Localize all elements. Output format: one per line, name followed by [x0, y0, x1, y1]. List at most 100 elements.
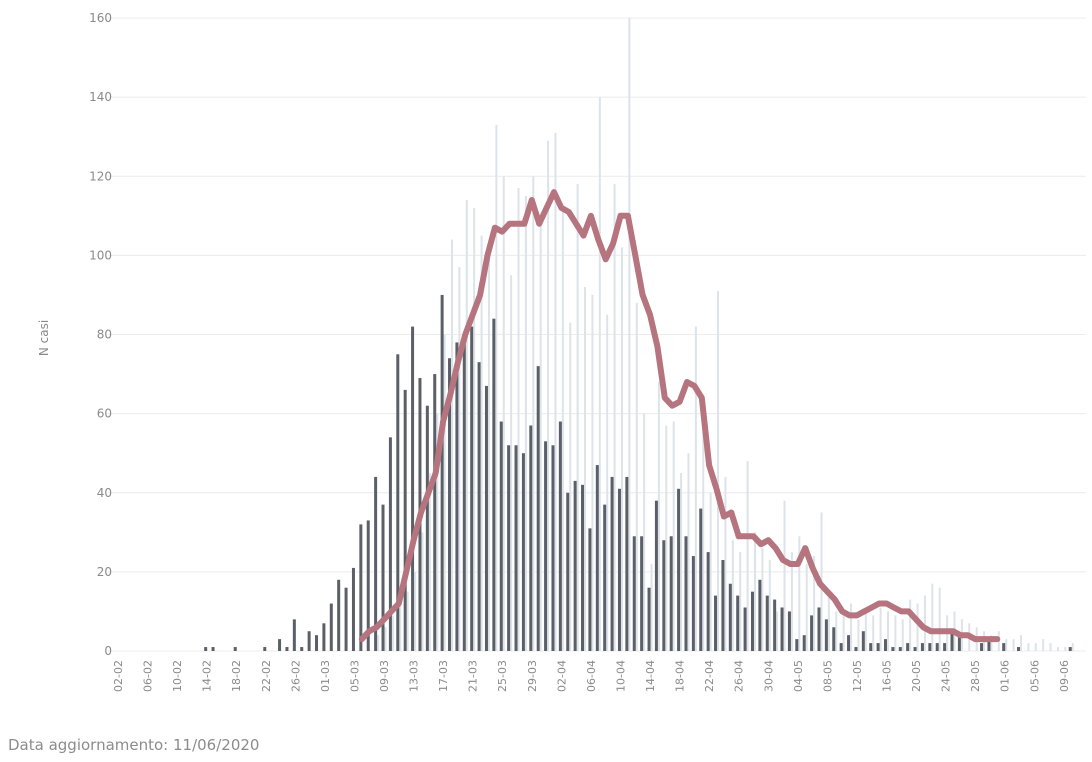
light-bar	[1034, 643, 1037, 651]
light-bar	[510, 275, 513, 651]
dark-bar	[529, 425, 533, 651]
x-tick-label: 22-02	[260, 660, 273, 692]
dark-bar	[943, 643, 947, 651]
light-bar	[428, 472, 431, 651]
dark-bar	[980, 643, 984, 651]
dark-bar	[366, 520, 370, 651]
light-bar	[879, 607, 882, 651]
light-bar	[805, 563, 808, 651]
light-bar	[657, 381, 660, 651]
light-bar	[702, 421, 705, 651]
x-tick-label: 05-03	[348, 660, 361, 692]
dark-bar	[891, 647, 895, 651]
dark-bar	[839, 643, 843, 651]
dark-bar	[861, 631, 865, 651]
light-bar	[746, 461, 749, 651]
dark-bar	[433, 374, 437, 651]
dark-bar	[300, 647, 304, 651]
cases-chart: 0 20 40 60 80 100 120 140 160 N casi 02-02 06-02 1…	[37, 11, 1086, 692]
dark-bar	[544, 441, 548, 651]
light-bar	[813, 556, 816, 651]
light-bar	[909, 599, 912, 651]
dark-bar	[581, 484, 585, 651]
x-tick-label: 14-02	[201, 660, 214, 692]
dark-bar	[344, 587, 348, 651]
x-tick-label: 18-04	[674, 660, 687, 692]
x-tick-label: 01-03	[319, 660, 332, 692]
light-bar	[1012, 639, 1015, 651]
dark-bar	[448, 358, 452, 651]
light-bar	[458, 267, 461, 651]
light-bar	[1019, 635, 1022, 651]
dark-bar	[913, 647, 917, 651]
light-bar	[709, 492, 712, 651]
light-bar	[584, 287, 587, 651]
light-bar	[406, 591, 409, 651]
dark-bar	[950, 631, 954, 651]
light-bar	[1071, 643, 1074, 651]
dark-bar	[278, 639, 282, 651]
dark-bar	[758, 579, 762, 651]
y-tick-label: 60	[97, 407, 112, 421]
light-bar	[886, 611, 889, 651]
dark-bar	[898, 647, 902, 651]
x-tick-label: 12-05	[851, 660, 864, 692]
light-bar	[857, 619, 860, 651]
dark-bar	[773, 599, 777, 651]
light-bar	[451, 239, 454, 652]
x-tick-label: 04-05	[792, 660, 805, 692]
light-bar	[672, 421, 675, 651]
y-axis-ticks: 0 20 40 60 80 100 120 140 160	[89, 11, 112, 658]
dark-bar	[411, 326, 415, 651]
y-tick-label: 20	[97, 565, 112, 579]
dark-bar	[632, 536, 636, 651]
dark-bar	[847, 635, 851, 651]
light-bar	[591, 294, 594, 651]
dark-bar	[359, 524, 363, 651]
light-bar	[842, 615, 845, 651]
dark-bar	[573, 480, 577, 651]
dark-bar	[462, 334, 466, 651]
light-bar	[643, 413, 646, 651]
y-tick-label: 80	[97, 328, 112, 342]
dark-bar	[455, 342, 459, 651]
light-bar	[620, 247, 623, 651]
light-bar	[724, 476, 727, 651]
x-tick-label: 09-06	[1058, 660, 1071, 692]
light-bar	[650, 563, 653, 651]
dark-bar	[854, 647, 858, 651]
light-bar	[753, 532, 756, 651]
dark-bar	[514, 445, 518, 651]
y-tick-label: 120	[89, 169, 112, 183]
light-bar	[473, 207, 476, 651]
x-tick-label: 14-04	[644, 660, 657, 692]
dark-bar	[832, 627, 836, 651]
light-bar	[1042, 639, 1045, 651]
light-bar-series	[377, 18, 1074, 652]
dark-bar	[603, 504, 607, 651]
x-tick-label: 10-02	[171, 660, 184, 692]
light-bar	[835, 611, 838, 651]
dark-bar	[699, 508, 703, 651]
light-bar	[798, 536, 801, 651]
light-bar	[1005, 639, 1008, 651]
dark-bar	[374, 476, 378, 651]
dark-bar	[920, 643, 924, 651]
x-tick-label: 13-03	[408, 660, 421, 692]
light-bar	[938, 587, 941, 651]
dark-bar	[824, 619, 828, 651]
dark-bar	[684, 536, 688, 651]
dark-bar	[795, 639, 799, 651]
dark-bar	[566, 492, 570, 651]
light-bar	[421, 532, 424, 651]
light-bar	[717, 290, 720, 651]
x-tick-label: 29-03	[526, 660, 539, 692]
dark-bar	[263, 647, 267, 651]
dark-bar	[492, 318, 496, 651]
dark-bar	[987, 639, 991, 651]
update-date-note: Data aggiornamento: 11/06/2020	[8, 736, 260, 754]
dark-bar	[728, 583, 732, 651]
x-tick-label: 30-04	[762, 660, 775, 692]
dark-bar	[750, 591, 754, 651]
dark-bar	[484, 385, 488, 651]
